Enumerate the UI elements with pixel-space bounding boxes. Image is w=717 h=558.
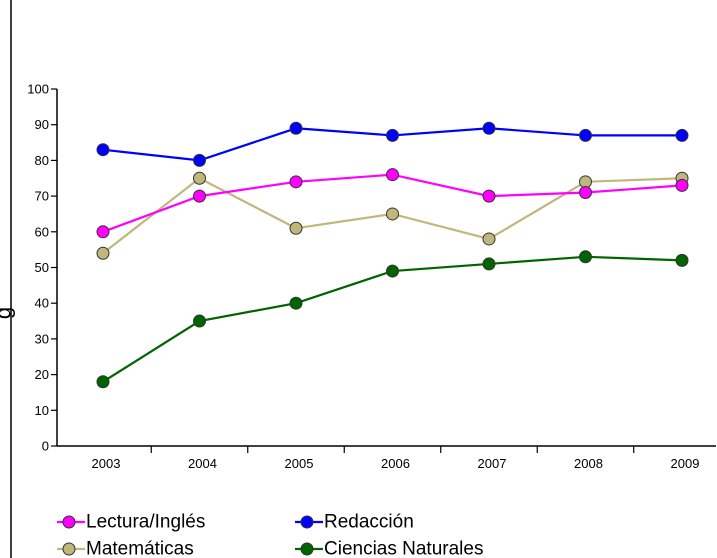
data-point <box>386 128 399 142</box>
series-0 <box>96 168 689 239</box>
data-point <box>289 175 303 189</box>
legend-label: Matemáticas <box>86 539 194 558</box>
data-point <box>386 168 399 182</box>
data-point <box>193 189 206 203</box>
axes: 0 10 20 30 40 50 60 70 80 90 100 2003 2004 2005 2006 20… <box>27 82 716 471</box>
legend-label: Redacción <box>324 512 414 533</box>
x-tick-label: 2006 <box>381 456 410 471</box>
y-tick-label: 90 <box>35 117 49 132</box>
legend-marker <box>62 515 76 529</box>
data-point <box>289 296 303 310</box>
series-group <box>96 121 689 389</box>
x-tick-label: 2004 <box>188 456 217 471</box>
data-point <box>193 314 206 328</box>
y-tick-label: 70 <box>35 189 49 204</box>
y-tick-label: 40 <box>35 296 49 311</box>
data-point <box>675 128 689 142</box>
series-line <box>102 173 683 233</box>
legend-item: Ciencias Naturales <box>295 539 483 558</box>
legend-label: Lectura/Inglés <box>86 512 205 533</box>
x-tick-label: 2003 <box>92 456 121 471</box>
data-point <box>96 246 110 260</box>
data-point <box>675 253 689 267</box>
legend-item: Redacción <box>295 512 414 533</box>
data-point <box>482 121 496 135</box>
data-point <box>482 257 496 271</box>
y-tick-label: 50 <box>35 260 49 275</box>
data-point <box>96 225 110 239</box>
data-point <box>386 264 399 278</box>
y-tick-label: 80 <box>35 153 49 168</box>
legend-marker <box>300 542 314 556</box>
data-point <box>579 250 592 264</box>
data-point <box>579 186 592 200</box>
x-tick-label: 2005 <box>285 456 314 471</box>
y-tick-label: 60 <box>35 224 49 239</box>
legend-label: Ciencias Naturales <box>324 539 483 558</box>
x-tick-label: 2009 <box>671 456 700 471</box>
y-axis-label-fragment: g <box>0 307 16 319</box>
data-point <box>579 128 592 142</box>
data-point <box>289 121 303 135</box>
series-3 <box>96 250 689 389</box>
data-point <box>289 221 303 235</box>
data-point <box>482 232 496 246</box>
y-tick-label: 100 <box>27 82 49 97</box>
series-1 <box>96 121 689 167</box>
legend: Lectura/Inglés Redacción Matemáticas Cienci… <box>57 512 483 558</box>
series-2 <box>96 171 689 260</box>
y-tick-label: 10 <box>35 403 49 418</box>
y-tick-label: 20 <box>35 367 49 382</box>
data-point <box>386 207 399 221</box>
data-point <box>193 171 206 185</box>
legend-marker <box>62 542 76 556</box>
data-point <box>96 143 110 157</box>
x-tick-label: 2007 <box>478 456 507 471</box>
data-point <box>96 375 110 389</box>
legend-marker <box>300 515 314 529</box>
x-tick-label: 2008 <box>574 456 603 471</box>
data-point <box>193 153 206 167</box>
data-point <box>675 178 689 192</box>
data-point <box>579 175 592 189</box>
y-tick-label: 30 <box>35 331 49 346</box>
data-point <box>482 189 496 203</box>
y-tick-label: 0 <box>42 439 49 454</box>
legend-item: Lectura/Inglés <box>57 512 205 533</box>
legend-item: Matemáticas <box>57 539 194 558</box>
